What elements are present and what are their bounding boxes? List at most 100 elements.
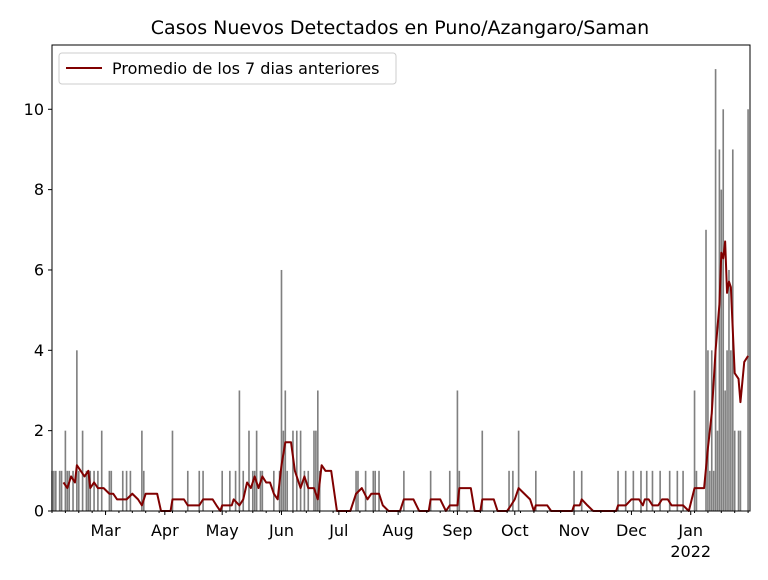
bar <box>720 189 723 511</box>
bar <box>234 470 237 511</box>
bar <box>512 470 514 511</box>
bar <box>307 470 310 511</box>
bar <box>100 430 103 511</box>
bar <box>315 430 317 511</box>
bar <box>295 430 298 511</box>
bar <box>747 109 749 511</box>
bar <box>640 470 642 511</box>
bar <box>284 390 287 511</box>
bar <box>64 430 67 511</box>
bar <box>286 470 289 511</box>
bar <box>55 470 57 511</box>
bar <box>624 470 627 511</box>
bar <box>110 470 113 511</box>
y-tick-label: 0 <box>34 502 44 521</box>
bar <box>280 269 283 511</box>
x-tick-label: Sep <box>442 521 472 540</box>
bar <box>481 430 484 511</box>
bar <box>282 430 285 511</box>
plot-frame <box>51 44 751 512</box>
bar <box>710 350 713 511</box>
bar <box>718 149 721 511</box>
bar <box>705 229 707 512</box>
bar <box>53 470 55 511</box>
legend: Promedio de los 7 dias anteriores <box>58 52 397 85</box>
x-tick-label: Oct <box>501 521 529 540</box>
bar <box>707 350 709 511</box>
bar <box>142 470 145 511</box>
bar <box>659 470 661 511</box>
x-axis: Mar Apr May Jun Jul Aug Sep Oct Nov Dec Jan 2022 <box>51 511 749 561</box>
x-tick-label: Jan <box>677 521 703 540</box>
bar <box>517 430 520 511</box>
bar <box>733 430 736 511</box>
bar <box>89 470 92 511</box>
x-tick-label: Dec <box>616 521 647 540</box>
bar <box>573 470 575 511</box>
bar <box>238 390 241 511</box>
bar <box>580 470 583 511</box>
x-tick-year-label: 2022 <box>670 542 711 561</box>
bar <box>77 470 80 511</box>
bar <box>693 390 696 511</box>
bar <box>429 470 432 511</box>
bar <box>730 350 732 511</box>
bar <box>97 470 99 511</box>
bar <box>108 470 111 511</box>
bar <box>378 470 380 511</box>
bar <box>709 470 711 511</box>
bar <box>403 470 405 511</box>
bar <box>171 430 174 511</box>
y-tick-label: 4 <box>34 341 44 360</box>
bar <box>125 470 128 511</box>
bar <box>645 470 648 511</box>
bar <box>456 390 459 511</box>
bar <box>737 430 740 511</box>
bar <box>682 470 684 511</box>
bar <box>726 350 728 511</box>
bar <box>242 470 245 511</box>
bar <box>632 470 635 511</box>
bar <box>76 350 78 511</box>
bar <box>93 470 95 511</box>
bar <box>121 470 124 511</box>
bar <box>355 470 357 511</box>
bar <box>60 470 63 511</box>
bar <box>85 470 88 511</box>
bar <box>617 470 619 511</box>
x-tick-label: Apr <box>151 521 179 540</box>
bar <box>198 470 201 511</box>
bar <box>248 430 250 511</box>
bar <box>259 470 262 511</box>
bar <box>261 470 264 511</box>
bar <box>714 69 717 511</box>
bar <box>129 470 132 511</box>
bar <box>202 470 204 511</box>
bar <box>292 430 294 511</box>
bar <box>229 470 231 511</box>
y-tick-label: 8 <box>34 180 44 199</box>
legend-label: Promedio de los 7 dias anteriores <box>112 59 379 78</box>
bar <box>313 430 315 511</box>
bar <box>253 470 256 511</box>
bar <box>716 430 719 511</box>
bar <box>739 430 742 511</box>
bar <box>81 430 84 511</box>
bar <box>712 470 715 511</box>
legend-box <box>58 52 397 85</box>
bar <box>68 470 71 511</box>
bar <box>364 470 367 511</box>
bar <box>251 470 254 511</box>
x-tick-label: Aug <box>383 521 414 540</box>
bar <box>72 470 74 511</box>
bar <box>372 470 375 511</box>
x-tick-label: Mar <box>90 521 121 540</box>
bar <box>676 470 679 511</box>
bar <box>448 470 451 511</box>
chart-title: Casos Nuevos Detectados en Puno/Azangaro… <box>151 17 649 39</box>
bar <box>668 470 671 511</box>
bar <box>303 470 306 511</box>
x-tick-label: Jun <box>268 521 294 540</box>
